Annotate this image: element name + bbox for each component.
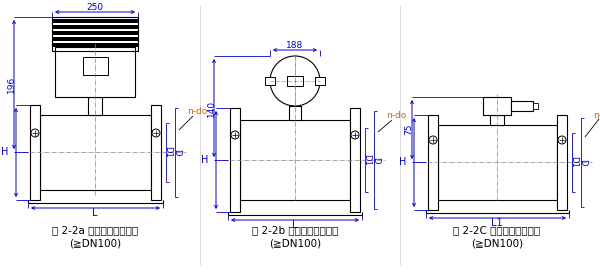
Text: 图 2-2a 一体型电磁流量计: 图 2-2a 一体型电磁流量计 [52,225,138,235]
Bar [438,125,557,200]
Text: L: L [92,208,98,218]
Text: D: D [578,159,587,165]
Text: (≧DN100): (≧DN100) [69,239,121,249]
Bar [350,108,360,212]
Bar [265,77,275,85]
Bar [52,43,138,47]
Bar [52,19,138,23]
Text: H: H [400,157,407,167]
Bar [428,115,438,210]
Bar [52,37,138,41]
Text: D1: D1 [569,156,578,168]
Bar [287,76,303,86]
Text: D1: D1 [362,154,371,166]
Bar [240,120,350,200]
Bar [83,57,108,75]
Bar [55,47,135,97]
Bar [40,115,151,190]
Bar [511,101,533,111]
Bar [88,97,102,115]
Bar [230,108,240,212]
Text: 140: 140 [206,99,215,116]
Bar [30,105,40,200]
Bar [289,106,301,120]
Text: n-do: n-do [187,107,207,116]
Text: H: H [202,155,209,165]
Text: D: D [371,157,380,163]
Text: 图 2-2b 一体型电磁流量计: 图 2-2b 一体型电磁流量计 [252,225,338,235]
Bar [151,105,161,200]
Bar [557,115,567,210]
Bar [490,115,504,125]
Text: (≧DN100): (≧DN100) [471,239,523,249]
Bar [483,97,511,115]
Text: L1: L1 [491,218,503,228]
Text: n-do: n-do [386,112,406,121]
Text: 250: 250 [86,4,104,13]
Bar [52,31,138,35]
Text: H: H [1,147,8,157]
Text: 188: 188 [286,41,304,50]
Text: 图 2-2C 分离型电磁流量计: 图 2-2C 分离型电磁流量计 [454,225,541,235]
Text: n-do: n-do [593,110,600,119]
Text: 75: 75 [404,123,413,135]
Text: D1: D1 [163,146,173,158]
Bar [52,25,138,29]
Text: D: D [173,149,182,155]
Bar [533,103,538,109]
Text: L: L [292,220,298,230]
Bar [315,77,325,85]
Bar [52,17,138,51]
Text: (≧DN100): (≧DN100) [269,239,321,249]
Text: 196: 196 [7,75,16,93]
